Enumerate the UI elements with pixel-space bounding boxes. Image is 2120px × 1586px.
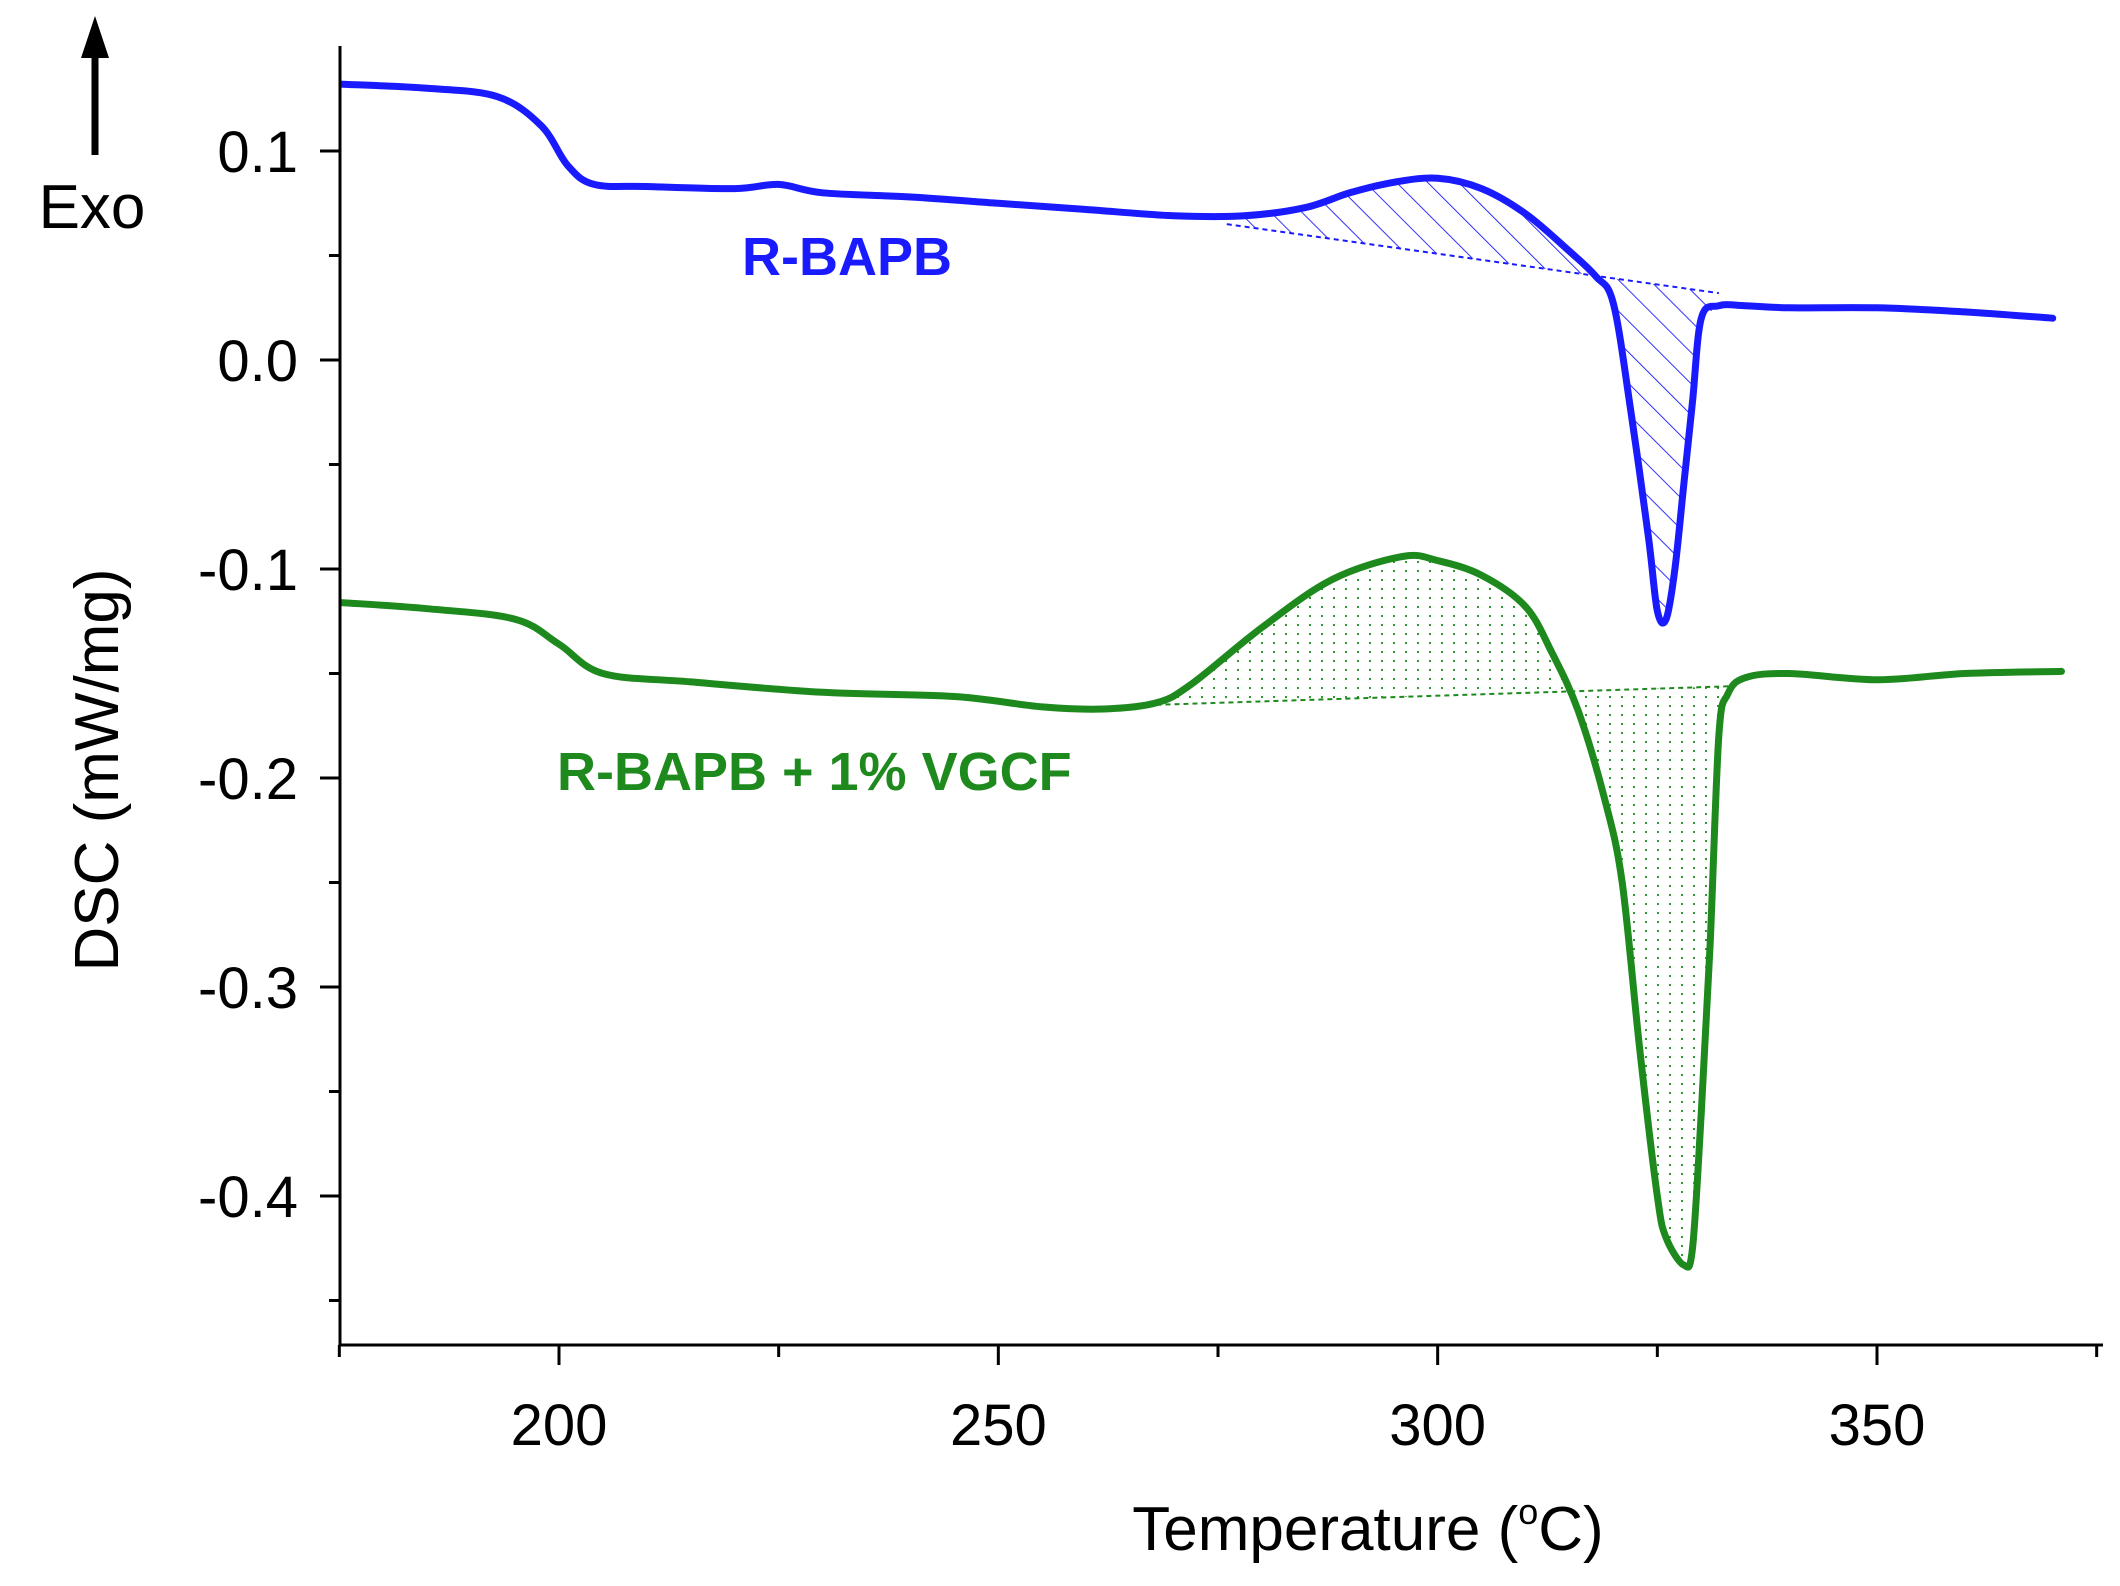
exo-annotation: Exo — [39, 16, 146, 242]
y-axis-title: DSC (mW/mg) — [63, 569, 132, 972]
x-tick-label: 300 — [1389, 1393, 1486, 1458]
x-tick-label: 350 — [1829, 1393, 1926, 1458]
y-tick-label: 0.0 — [217, 329, 298, 394]
y-tick-label: -0.2 — [198, 747, 298, 812]
series-label-r-bapb: R-BAPB — [742, 227, 952, 287]
x-tick-label: 200 — [511, 1393, 608, 1458]
series-label-r-bapb-vgcf: R-BAPB + 1% VGCF — [557, 742, 1072, 802]
integration-area-1 — [1156, 556, 1737, 1265]
series-line-0 — [340, 80, 2057, 627]
exo-arrow-head — [81, 16, 109, 58]
series-line-1 — [340, 551, 2065, 1271]
x-tick-label: 250 — [950, 1393, 1047, 1458]
x-axis-title: Temperature (oC) — [1132, 1491, 1603, 1564]
y-tick-label: -0.3 — [198, 956, 298, 1021]
y-tick-label: 0.1 — [217, 120, 298, 185]
integration-area-0 — [1226, 178, 1719, 620]
baseline-1 — [1156, 685, 1737, 706]
y-tick-label: -0.1 — [198, 538, 298, 603]
y-tick-label: -0.4 — [198, 1165, 298, 1230]
exo-label: Exo — [39, 173, 146, 242]
baseline-0 — [1226, 223, 1719, 295]
